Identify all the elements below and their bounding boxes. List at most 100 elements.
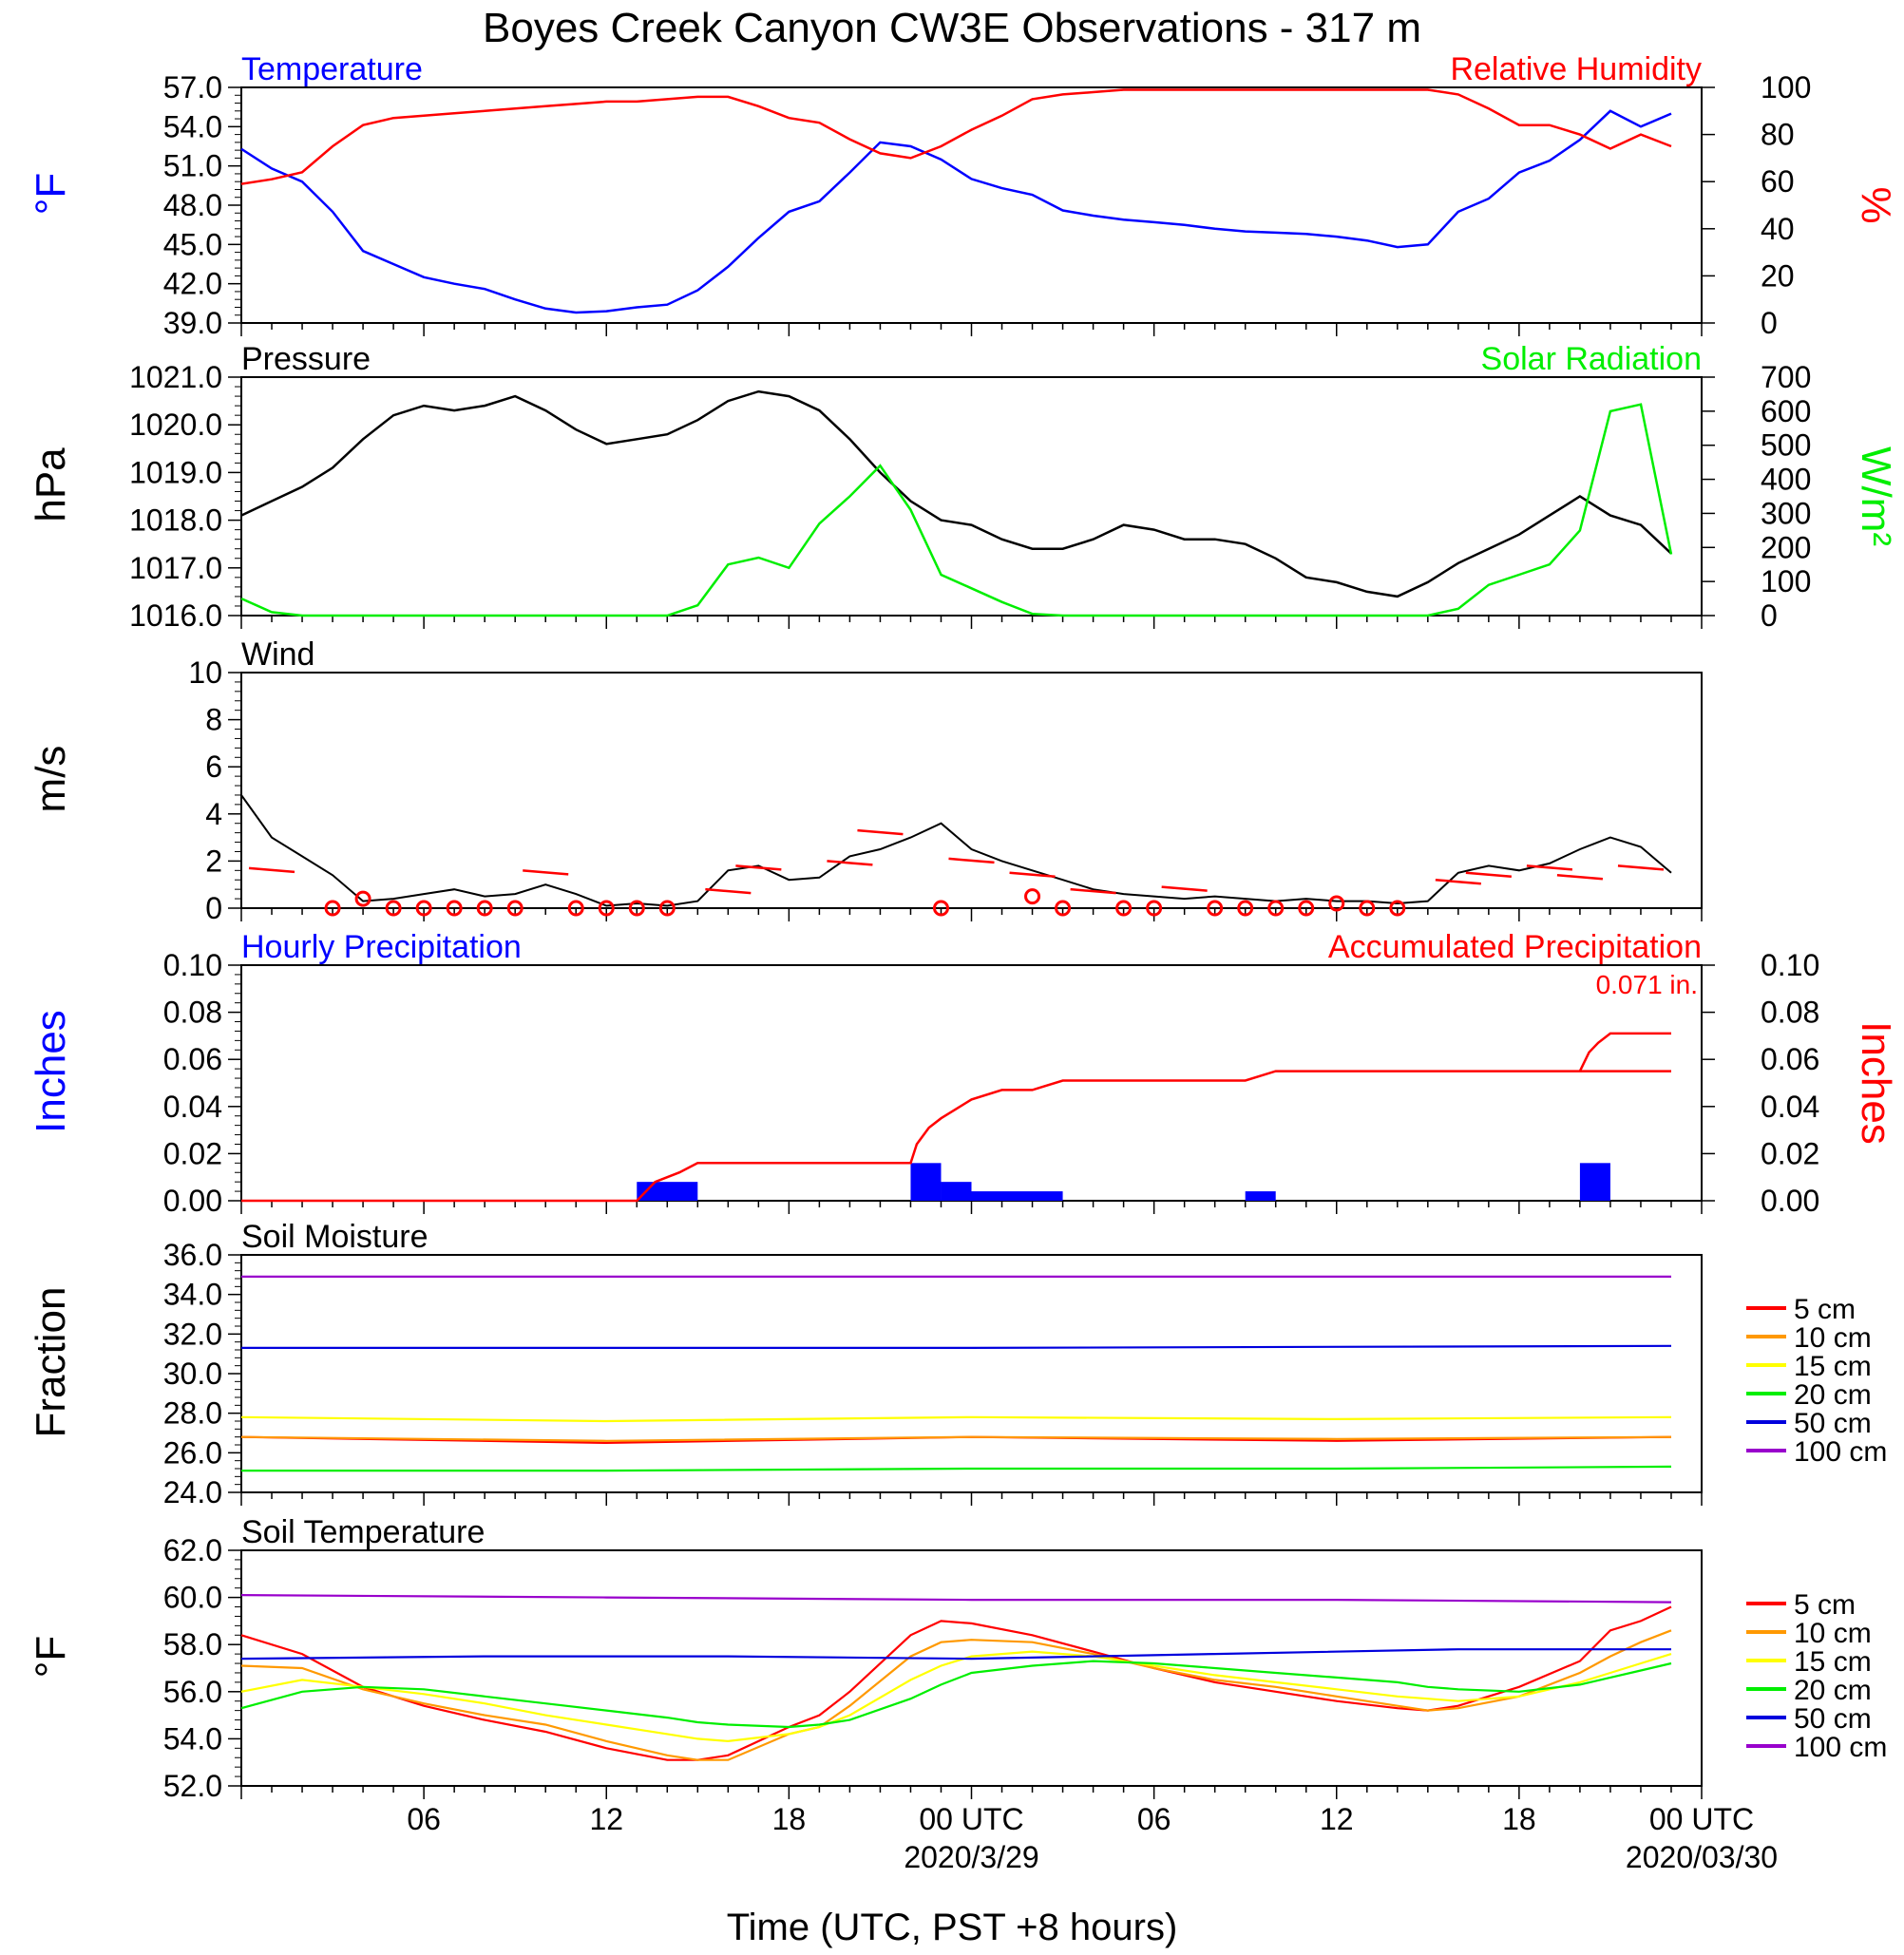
y2-tick-label: 400 xyxy=(1761,463,1811,497)
y2-axis-label: Inches xyxy=(1853,1021,1899,1145)
y-tick-label: 34.0 xyxy=(163,1278,222,1312)
y2-tick-label: 300 xyxy=(1761,496,1811,530)
wind-barb-calm xyxy=(1267,900,1285,917)
wind-barb xyxy=(705,887,752,895)
y-axis-label: hPa xyxy=(28,447,74,522)
legend-label: 50 cm xyxy=(1794,1408,1872,1439)
wind-barb-calm xyxy=(932,900,949,917)
y2-tick-label: 0.02 xyxy=(1761,1136,1819,1170)
panel-5: 52.0 54.0 56.0 58.0 60.0 62.0 °F Soil Temperatu… xyxy=(28,1514,1887,1803)
y2-tick-label: 0 xyxy=(1761,598,1778,633)
x-date-label: 2020/3/29 xyxy=(904,1840,1038,1874)
legend-label: 15 cm xyxy=(1794,1646,1872,1678)
legend-label: 5 cm xyxy=(1794,1589,1856,1621)
y-tick-label: 58.0 xyxy=(163,1627,222,1661)
y-tick-label: 1020.0 xyxy=(129,408,222,442)
wind-barb xyxy=(948,857,995,864)
y-tick-label: 30.0 xyxy=(163,1357,222,1391)
panels: 39.042.045.048.051.054.057.0°F0204060801… xyxy=(28,51,1899,1874)
y-tick-label: 48.0 xyxy=(163,188,222,222)
panel-frame xyxy=(240,376,1703,617)
series-soil-15cm xyxy=(240,1650,1672,1743)
y-tick-label: 54.0 xyxy=(163,1721,222,1756)
precip-bar xyxy=(971,1191,1063,1201)
series-soil-20cm xyxy=(241,1465,1672,1472)
series-soil-100cm xyxy=(240,1593,1672,1604)
panel-title-left: Temperature xyxy=(241,51,423,87)
y-tick-label: 26.0 xyxy=(163,1435,222,1470)
precip-bar xyxy=(1245,1191,1276,1201)
y-tick-label: 8 xyxy=(205,703,222,737)
series-soil-10cm xyxy=(240,1629,1672,1761)
y2-tick-label: 40 xyxy=(1761,212,1795,246)
panel-title-right: Relative Humidity xyxy=(1450,51,1702,87)
y2-tick-label: 0.10 xyxy=(1761,948,1819,982)
panel-frame xyxy=(240,86,1703,324)
accumulated-total-label: 0.071 in. xyxy=(1596,970,1698,999)
legend-label: 15 cm xyxy=(1794,1351,1872,1382)
y2-tick-label: 0.06 xyxy=(1761,1042,1819,1076)
legend-label: 100 cm xyxy=(1794,1436,1887,1468)
wind-barb-calm xyxy=(1055,900,1072,917)
wind-barb-calm xyxy=(476,900,493,917)
series-relative-humidity xyxy=(240,88,1672,185)
wind-barb xyxy=(248,866,295,874)
wind-barb-calm xyxy=(598,900,615,917)
x-tick-label: 12 xyxy=(1320,1802,1354,1836)
y2-tick-label: 0 xyxy=(1761,306,1778,340)
y-tick-label: 0 xyxy=(205,891,222,925)
panel-title-left: Wind xyxy=(241,636,314,673)
wind-barb-calm xyxy=(1207,900,1224,917)
legend-label: 50 cm xyxy=(1794,1703,1872,1735)
series-soil-15cm xyxy=(240,1415,1672,1423)
y-tick-label: 6 xyxy=(205,750,222,784)
y-tick-label: 2 xyxy=(205,844,222,878)
panel-4: 24.0 26.0 28.0 30.0 32.0 34.0 36.0 Fraction Soil… xyxy=(28,1219,1887,1509)
x-axis-label: Time (UTC, PST +8 hours) xyxy=(727,1907,1178,1948)
wind-barb xyxy=(1161,885,1208,892)
figure-title: Boyes Creek Canyon CW3E Observations - 3… xyxy=(483,5,1421,51)
y-tick-label: 57.0 xyxy=(163,70,222,104)
series-soil-5cm xyxy=(240,1605,1672,1761)
y2-tick-label: 0.04 xyxy=(1761,1090,1819,1124)
x-tick-label: 12 xyxy=(589,1802,623,1836)
x-date-label: 2020/03/30 xyxy=(1626,1840,1778,1874)
wind-barb xyxy=(735,864,782,871)
precip-bar xyxy=(1579,1163,1610,1201)
panel-title-left: Soil Moisture xyxy=(241,1219,428,1255)
y-tick-label: 1021.0 xyxy=(129,360,222,394)
x-axis: 06 12 18 00 UTC 06 12 18 00 UTC 2020/3/29 2020/03… xyxy=(407,1802,1778,1874)
panel-1: 1016.0 1017.0 1018.0 1019.0 1020.0 1021.0 hPa 0… xyxy=(28,341,1899,633)
wind-barb-calm xyxy=(1115,900,1133,917)
wind-barb xyxy=(827,860,873,866)
series-temperature xyxy=(240,109,1672,314)
y-axis-label: Fraction xyxy=(28,1287,74,1438)
wind-barb-calm xyxy=(446,900,463,917)
y2-tick-label: 100 xyxy=(1761,564,1811,598)
y-axis-label: °F xyxy=(28,173,74,215)
legend-label: 20 cm xyxy=(1794,1379,1872,1411)
wind-barb-calm xyxy=(1389,900,1406,917)
x-tick-label: 06 xyxy=(1137,1802,1171,1836)
wind-barb-calm xyxy=(567,900,584,917)
y-tick-label: 51.0 xyxy=(163,149,222,183)
legend-label: 20 cm xyxy=(1794,1675,1872,1706)
panel-frame xyxy=(240,672,1703,909)
panel-frame xyxy=(240,1549,1703,1787)
x-tick-label: 06 xyxy=(407,1802,441,1836)
y-tick-label: 0.04 xyxy=(163,1090,222,1124)
y-tick-label: 0.00 xyxy=(163,1184,222,1218)
wind-barb-calm xyxy=(1237,900,1254,917)
y-axis-label: °F xyxy=(28,1636,74,1678)
wind-barb-calm xyxy=(354,890,371,907)
legend-label: 10 cm xyxy=(1794,1322,1872,1354)
panel-title-left: Pressure xyxy=(241,341,371,377)
y2-tick-label: 100 xyxy=(1761,70,1811,104)
wind-barb-calm xyxy=(506,900,524,917)
series-pressure xyxy=(240,389,1672,598)
y-tick-label: 1017.0 xyxy=(129,551,222,585)
series-soil-50cm xyxy=(240,1648,1671,1661)
wind-barb xyxy=(1465,871,1512,879)
y-tick-label: 1018.0 xyxy=(129,503,222,538)
y2-tick-label: 20 xyxy=(1761,258,1795,293)
